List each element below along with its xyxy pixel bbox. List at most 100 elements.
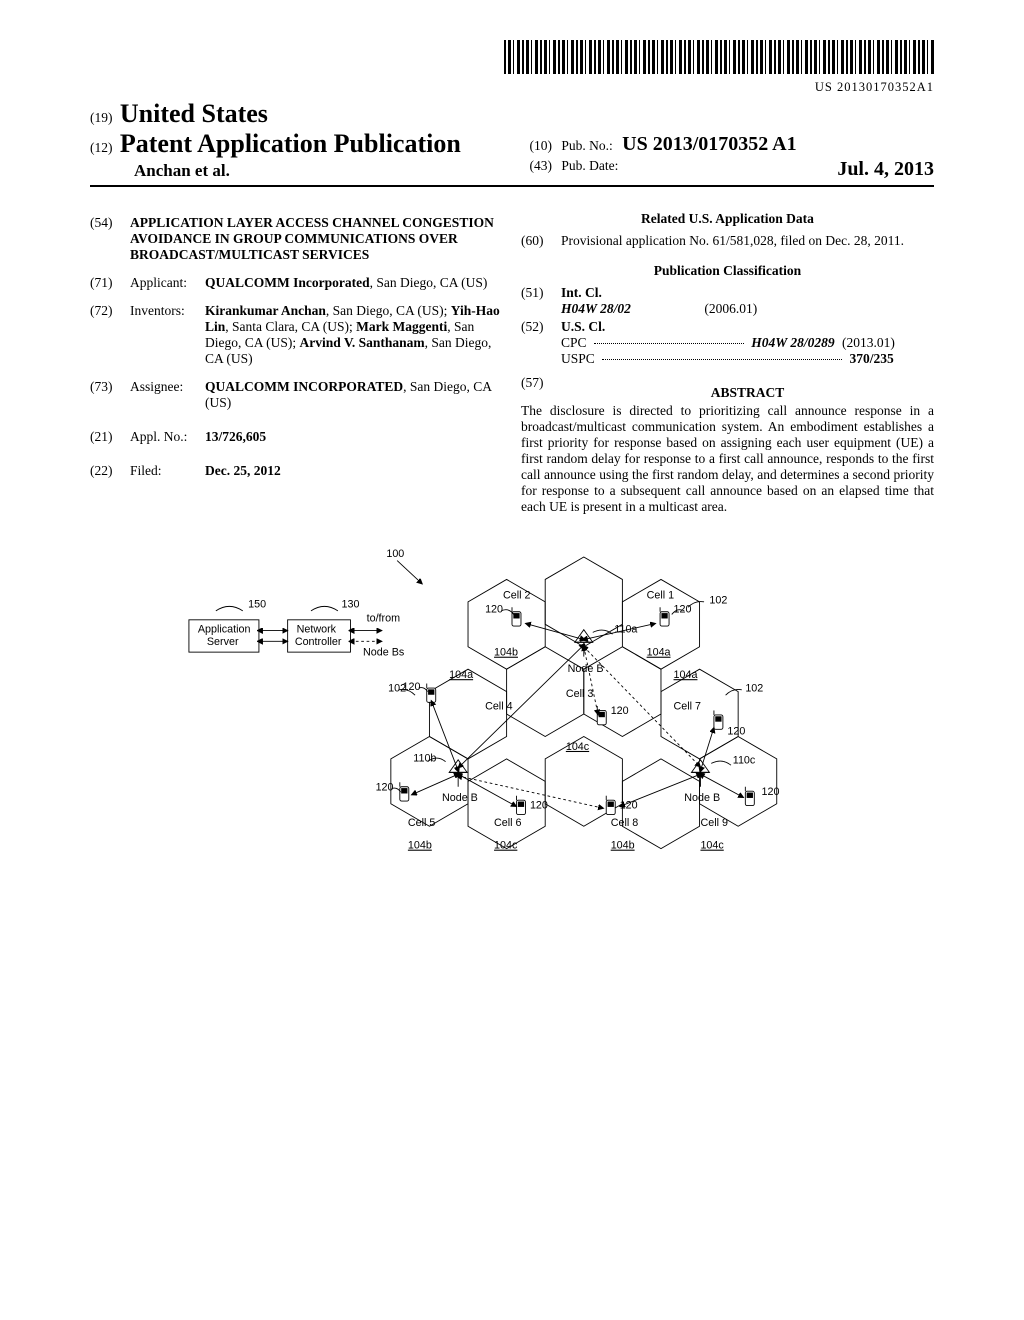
field-52: (52) U.S. Cl. CPC H04W 28/0289 (2013.01)… [521,319,934,367]
abstract-text: The disclosure is directed to prioritizi… [521,403,934,515]
label-applicant: Applicant: [130,275,205,291]
intcl-body: Int. Cl. H04W 28/02 (2006.01) [561,285,934,317]
svg-text:110b: 110b [413,753,436,765]
intcl-label: Int. Cl. [561,285,602,300]
intcl-code: H04W 28/02 [561,301,631,316]
svg-text:104b: 104b [494,647,518,659]
authors-line: Anchan et al. [90,161,520,181]
filed-value: Dec. 25, 2012 [205,463,281,478]
svg-text:Cell 9: Cell 9 [700,817,728,829]
svg-text:104c: 104c [700,840,724,852]
field-57: (57) ABSTRACT [521,375,934,401]
svg-text:Server: Server [207,636,239,648]
svg-text:104b: 104b [611,840,635,852]
intcl-date: (2006.01) [704,301,757,316]
applicant-body: QUALCOMM Incorporated, San Diego, CA (US… [205,275,503,291]
network-diagram-icon: 100 Application Server 150 Network Contr… [162,539,862,925]
applicant-rest: , San Diego, CA (US) [370,275,488,290]
code-21: (21) [90,429,130,445]
header-left: (19) United States (12) Patent Applicati… [90,99,520,181]
inventors-body: Kirankumar Anchan, San Diego, CA (US); Y… [205,303,503,367]
dots-icon [590,335,748,350]
field-60: (60) Provisional application No. 61/581,… [521,233,934,249]
svg-text:104c: 104c [566,741,590,753]
barcode-block: US 20130170352A1 [90,40,934,95]
inventor-2-rest: , Santa Clara, CA (US); [225,319,356,334]
pubno-label: Pub. No.: [561,138,612,153]
uspc-value: 370/235 [850,351,894,366]
svg-text:104a: 104a [647,647,671,659]
pub-date-line: (43) Pub. Date: Jul. 4, 2013 [530,158,934,181]
publication-type: Patent Application Publication [120,129,461,159]
svg-text:Cell 2: Cell 2 [503,589,531,601]
svg-text:Node Bs: Node Bs [363,647,404,659]
cpc-value: H04W 28/0289 [751,335,834,350]
svg-text:130: 130 [341,598,359,610]
barcode-text: US 20130170352A1 [90,80,934,95]
svg-text:102: 102 [745,683,763,695]
code-72: (72) [90,303,130,367]
field-73: (73) Assignee: QUALCOMM INCORPORATED, Sa… [90,379,503,411]
uscl-body: U.S. Cl. CPC H04W 28/0289 (2013.01) USPC… [561,319,934,367]
code-73: (73) [90,379,130,411]
code-54: (54) [90,215,130,263]
label-inventors: Inventors: [130,303,205,367]
field-51: (51) Int. Cl. H04W 28/02 (2006.01) [521,285,934,317]
provisional-body: Provisional application No. 61/581,028, … [561,233,934,249]
svg-text:Cell 5: Cell 5 [408,817,436,829]
svg-text:Cell 4: Cell 4 [485,701,513,713]
patent-page: US 20130170352A1 (19) United States (12)… [0,0,1024,989]
code-19: (19) [90,110,113,126]
svg-text:Cell 8: Cell 8 [611,817,639,829]
uspc-label: USPC [561,351,595,366]
svg-text:104b: 104b [408,840,432,852]
svg-text:102: 102 [709,595,727,607]
left-column: (54) APPLICATION LAYER ACCESS CHANNEL CO… [90,203,503,515]
cpc-label: CPC [561,335,587,350]
svg-text:Controller: Controller [295,636,342,648]
right-column: Related U.S. Application Data (60) Provi… [521,203,934,515]
field-22: (22) Filed: Dec. 25, 2012 [90,463,503,479]
inventor-1-name: Kirankumar Anchan [205,303,326,318]
abstract-label: ABSTRACT [561,385,934,401]
figure-1: 100 Application Server 150 Network Contr… [90,539,934,929]
svg-text:Cell 6: Cell 6 [494,817,522,829]
label-assignee: Assignee: [130,379,205,411]
svg-text:120: 120 [530,799,548,811]
classification-heading: Publication Classification [521,263,934,279]
code-57: (57) [521,375,561,401]
biblio-columns: (54) APPLICATION LAYER ACCESS CHANNEL CO… [90,203,934,515]
code-22: (22) [90,463,130,479]
field-71: (71) Applicant: QUALCOMM Incorporated, S… [90,275,503,291]
pubdate-value: Jul. 4, 2013 [837,158,934,181]
code-43: (43) [530,158,553,173]
field-54: (54) APPLICATION LAYER ACCESS CHANNEL CO… [90,215,503,263]
pubno-value: US 2013/0170352 A1 [622,133,796,155]
code-52: (52) [521,319,561,367]
svg-text:110c: 110c [733,754,756,766]
svg-text:Cell 1: Cell 1 [647,589,675,601]
svg-text:Node B: Node B [442,792,478,804]
svg-text:104a: 104a [674,669,698,681]
pubdate-label: Pub. Date: [561,158,618,173]
code-12: (12) [90,140,113,156]
cpc-date: (2013.01) [842,335,895,350]
inventor-3-name: Mark Maggenti [356,319,447,334]
applno-value: 13/726,605 [205,429,266,444]
svg-text:104a: 104a [449,669,473,681]
svg-text:150: 150 [248,598,266,610]
code-71: (71) [90,275,130,291]
svg-text:110a: 110a [614,623,637,635]
svg-text:120: 120 [376,781,394,793]
svg-text:120: 120 [727,726,745,738]
field-21: (21) Appl. No.: 13/726,605 [90,429,503,445]
invention-title: APPLICATION LAYER ACCESS CHANNEL CONGEST… [130,215,503,263]
assignee-name: QUALCOMM INCORPORATED [205,379,403,394]
inventor-1-rest: , San Diego, CA (US); [326,303,451,318]
code-51: (51) [521,285,561,317]
svg-text:120: 120 [485,604,503,616]
svg-text:120: 120 [761,786,779,798]
inventor-4-name: Arvind V. Santhanam [300,335,425,350]
dots-icon [598,351,846,366]
svg-text:Node B: Node B [568,663,604,675]
